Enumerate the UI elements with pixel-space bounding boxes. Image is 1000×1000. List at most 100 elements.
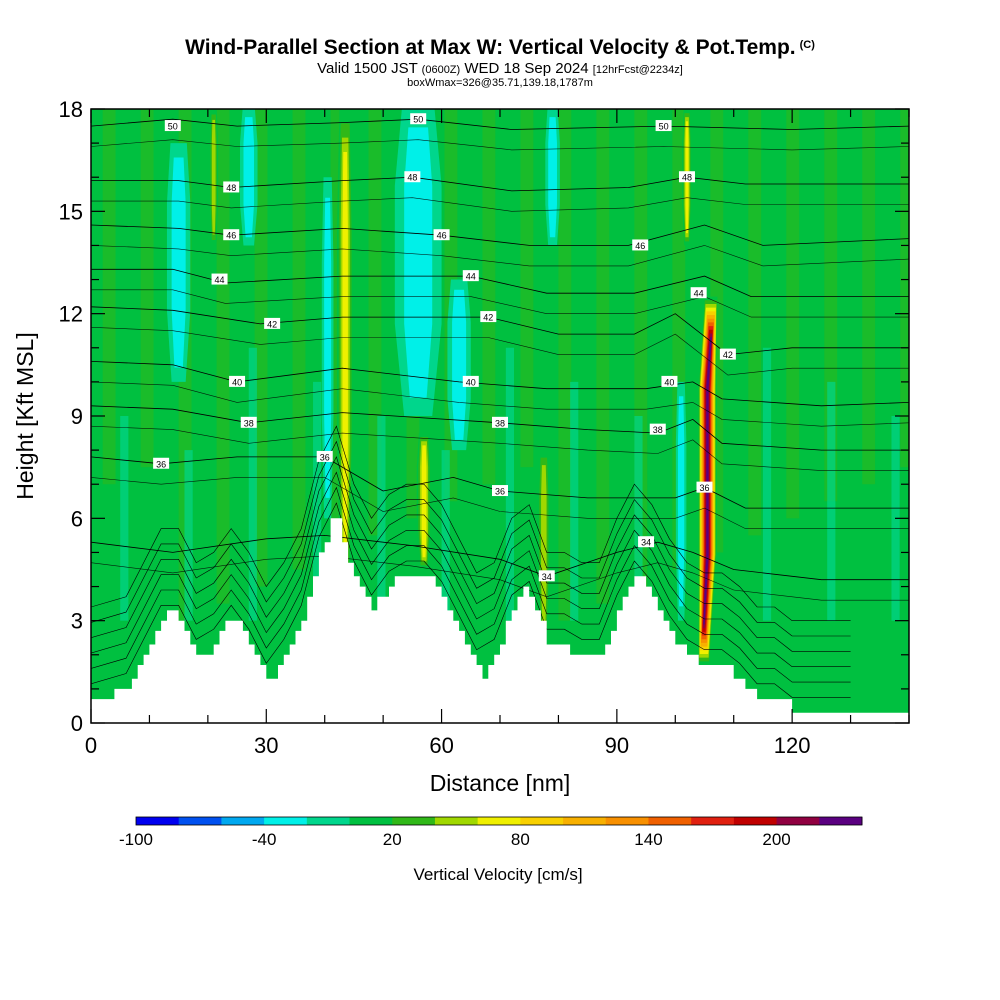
theta-contour-label: 40 <box>229 375 246 387</box>
y-tick-label: 6 <box>71 506 83 531</box>
theta-contour-low <box>91 486 851 683</box>
theta-contour-label: 44 <box>462 270 479 282</box>
theta-contour-label: 36 <box>316 450 333 462</box>
theta-contour-label: 44 <box>211 273 228 285</box>
colorbar-swatch <box>264 817 308 825</box>
theta-label-background <box>240 416 257 428</box>
theta-contour-48 <box>91 176 909 192</box>
theta-label-text: 48 <box>407 173 417 183</box>
weak-downdraft-streak <box>827 381 836 621</box>
theta-contour-minor <box>91 477 909 529</box>
theta-label-text: 48 <box>226 183 236 193</box>
theta-contour-label: 36 <box>153 457 170 469</box>
theta-contour-label: 34 <box>638 536 655 548</box>
theta-label-background <box>153 457 170 469</box>
x-tick-label: 120 <box>774 733 811 758</box>
theta-contour-label: 38 <box>492 416 508 428</box>
theta-contour-label: 38 <box>240 416 257 428</box>
theta-contour-minor <box>91 245 909 267</box>
downdraft-band <box>243 117 255 238</box>
theta-label-text: 50 <box>413 115 423 125</box>
downdraft-band <box>324 197 332 498</box>
y-tick-label: 18 <box>59 97 83 122</box>
y-tick-label: 3 <box>71 609 83 634</box>
theta-label-text: 50 <box>168 122 178 132</box>
weak-updraft-streak <box>520 109 534 468</box>
theta-contour-label: 50 <box>410 113 427 125</box>
theta-contour-minor <box>91 555 909 601</box>
theta-label-text: 36 <box>156 459 166 469</box>
theta-contour-low <box>91 502 851 698</box>
theta-contour-label: 48 <box>404 171 421 183</box>
theta-label-text: 36 <box>320 452 330 462</box>
theta-label-background <box>492 416 508 428</box>
theta-label-background <box>410 113 427 125</box>
theta-label-background <box>696 481 713 493</box>
weak-downdraft-streak <box>762 347 772 621</box>
weak-downdraft-streak <box>377 416 386 621</box>
theta-label-background <box>462 270 479 282</box>
colorbar-tick-label: 140 <box>634 830 662 849</box>
theta-label-text: 34 <box>641 538 651 548</box>
theta-label-text: 46 <box>635 241 645 251</box>
weak-updraft-streak <box>254 109 268 587</box>
theta-label-background <box>690 287 707 299</box>
theta-label-text: 44 <box>215 275 225 285</box>
x-tick-label: 60 <box>429 733 453 758</box>
theta-label-text: 40 <box>664 377 674 387</box>
theta-label-background <box>538 570 555 582</box>
weak-downdraft-streak <box>184 450 193 621</box>
theta-contour-label: 38 <box>649 423 666 435</box>
colorbar-swatch <box>477 817 521 825</box>
theta-label-background <box>649 423 666 435</box>
theta-label-background <box>223 181 240 193</box>
vertical-velocity-field <box>91 109 909 723</box>
terrain <box>91 518 909 723</box>
theta-contour-low <box>91 440 851 637</box>
theta-label-text: 40 <box>466 377 476 387</box>
weak-updraft-streak <box>596 109 610 604</box>
theta-contour-minor <box>91 289 909 318</box>
downdraft-band <box>404 127 433 398</box>
theta-label-background <box>719 348 736 360</box>
theta-label-text: 40 <box>232 377 242 387</box>
colorbar-swatch <box>392 817 436 825</box>
colorbar-tick-label: 20 <box>383 830 402 849</box>
theta-label-text: 38 <box>653 425 663 435</box>
colorbar-swatch <box>691 817 735 825</box>
colorbar-swatch <box>349 817 393 825</box>
valid-date: WED 18 Sep 2024 <box>464 60 589 77</box>
updraft-band <box>421 445 427 558</box>
theta-contour-label: 48 <box>678 171 695 183</box>
chart-subtitle: Valid 1500 JST (0600Z) WED 18 Sep 2024 [… <box>0 60 1000 77</box>
weak-updraft-streak <box>292 109 306 570</box>
theta-label-text: 48 <box>682 173 692 183</box>
valid-zulu: (0600Z) <box>421 64 461 76</box>
chart-title: Wind-Parallel Section at Max W: Vertical… <box>0 36 1000 60</box>
chart-title-text: Wind-Parallel Section at Max W: Vertical… <box>185 36 796 59</box>
theta-label-text: 34 <box>542 572 552 582</box>
theta-contour-label: 40 <box>462 375 479 387</box>
theta-contour-label: 40 <box>661 375 678 387</box>
theta-label-background <box>492 485 508 497</box>
theta-label-background <box>638 536 655 548</box>
theta-contour-label: 44 <box>690 287 707 299</box>
theta-contour-low <box>91 456 851 652</box>
theta-contour-low <box>91 425 851 621</box>
box-info: boxWmax=326@35.71,139.18,1787m <box>407 77 593 89</box>
theta-label-background <box>264 317 281 329</box>
weak-updraft-streak <box>748 109 762 536</box>
downdraft-band <box>548 117 557 238</box>
colorbar-tick-label: -100 <box>119 830 153 849</box>
weak-downdraft-streak <box>570 381 579 621</box>
colorbar-swatch <box>563 817 607 825</box>
colorbar-tick-label: 200 <box>762 830 790 849</box>
weak-updraft-streak <box>482 109 496 485</box>
theta-label-background <box>655 120 672 132</box>
theta-label-background <box>433 229 450 241</box>
theta-contour-42 <box>91 306 909 356</box>
theta-contour-label: 48 <box>223 181 240 193</box>
theta-label-text: 42 <box>723 350 733 360</box>
weak-updraft-streak <box>140 109 154 468</box>
colorbar-swatch <box>520 817 564 825</box>
